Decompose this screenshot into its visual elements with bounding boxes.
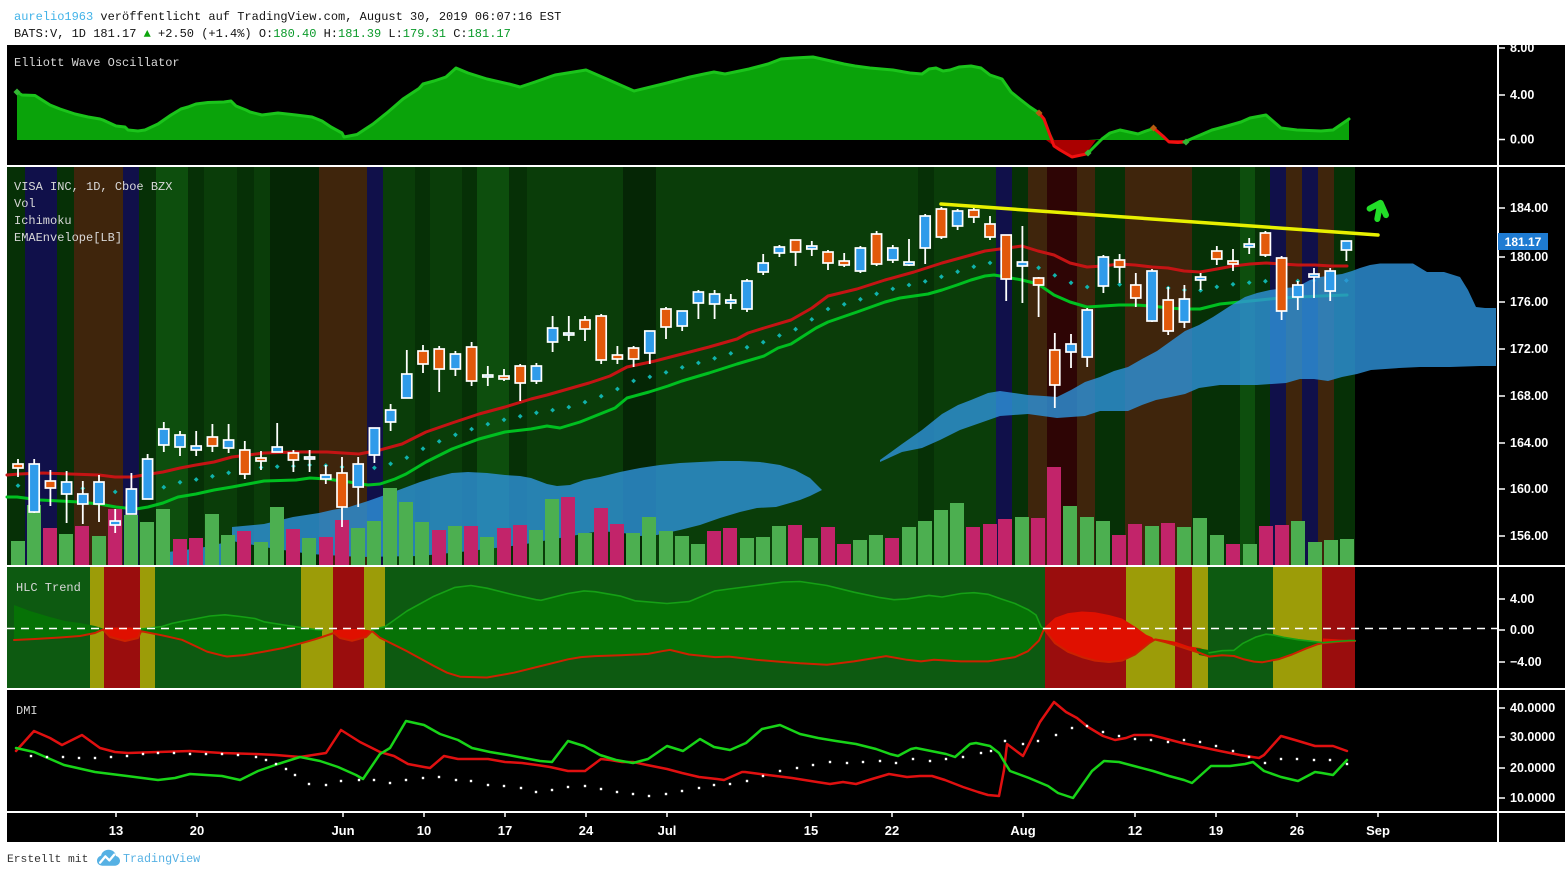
svg-text:0.00: 0.00 — [1510, 133, 1534, 147]
svg-text:160.00: 160.00 — [1510, 482, 1548, 496]
svg-text:Aug: Aug — [1010, 823, 1035, 838]
svg-text:Vol: Vol — [14, 197, 36, 211]
svg-text:181.17: 181.17 — [468, 27, 511, 41]
svg-text:181.17: 181.17 — [1505, 235, 1542, 249]
svg-text:aurelio1963: aurelio1963 — [14, 10, 93, 24]
svg-text:Jun: Jun — [331, 823, 354, 838]
svg-text:Jul: Jul — [658, 823, 677, 838]
svg-text:19: 19 — [1209, 823, 1223, 838]
svg-text:164.00: 164.00 — [1510, 436, 1548, 450]
svg-text:184.00: 184.00 — [1510, 201, 1548, 215]
svg-text:179.31: 179.31 — [403, 27, 446, 41]
svg-text:181.39: 181.39 — [338, 27, 381, 41]
svg-text:+2.50 (+1.4%) O:: +2.50 (+1.4%) O: — [158, 27, 273, 41]
svg-text:DMI: DMI — [16, 704, 38, 718]
svg-text:0.00: 0.00 — [1510, 623, 1534, 637]
svg-text:HLC Trend: HLC Trend — [16, 581, 81, 595]
svg-text:13: 13 — [109, 823, 123, 838]
svg-text:veröffentlicht auf TradingView: veröffentlicht auf TradingView.com, Augu… — [93, 10, 561, 24]
svg-text:22: 22 — [885, 823, 899, 838]
svg-text:30.0000: 30.0000 — [1510, 730, 1555, 744]
svg-text:168.00: 168.00 — [1510, 389, 1548, 403]
svg-text:8.00: 8.00 — [1510, 41, 1534, 55]
svg-text:−4.00: −4.00 — [1510, 655, 1542, 669]
svg-text:10.0000: 10.0000 — [1510, 791, 1555, 805]
svg-text:24: 24 — [579, 823, 594, 838]
svg-text:156.00: 156.00 — [1510, 529, 1548, 543]
svg-text:4.00: 4.00 — [1510, 88, 1534, 102]
svg-text:▲: ▲ — [144, 27, 158, 41]
svg-text:15: 15 — [804, 823, 818, 838]
svg-text:172.00: 172.00 — [1510, 342, 1548, 356]
svg-text:TradingView: TradingView — [123, 852, 200, 866]
svg-text:180.40: 180.40 — [273, 27, 316, 41]
svg-text:180.00: 180.00 — [1510, 250, 1548, 264]
svg-text:Elliott Wave Oscillator: Elliott Wave Oscillator — [14, 56, 180, 70]
svg-text:26: 26 — [1290, 823, 1304, 838]
svg-text:176.00: 176.00 — [1510, 295, 1548, 309]
svg-text:BATS:V, 1D 181.17: BATS:V, 1D 181.17 — [14, 27, 144, 41]
svg-text:20.0000: 20.0000 — [1510, 761, 1555, 775]
svg-text:Sep: Sep — [1366, 823, 1390, 838]
svg-text:H:: H: — [316, 27, 338, 41]
svg-text:20: 20 — [190, 823, 204, 838]
svg-text:12: 12 — [1128, 823, 1142, 838]
svg-text:C:: C: — [446, 27, 468, 41]
svg-text:L:: L: — [381, 27, 403, 41]
svg-text:EMAEnvelope[LB]: EMAEnvelope[LB] — [14, 231, 122, 245]
svg-text:Erstellt mit: Erstellt mit — [7, 854, 95, 866]
svg-text:4.00: 4.00 — [1510, 592, 1534, 606]
svg-text:VISA INC, 1D, Cboe BZX: VISA INC, 1D, Cboe BZX — [14, 180, 172, 194]
svg-text:17: 17 — [498, 823, 512, 838]
svg-text:40.0000: 40.0000 — [1510, 701, 1555, 715]
svg-text:Ichimoku: Ichimoku — [14, 214, 72, 228]
svg-text:10: 10 — [417, 823, 431, 838]
